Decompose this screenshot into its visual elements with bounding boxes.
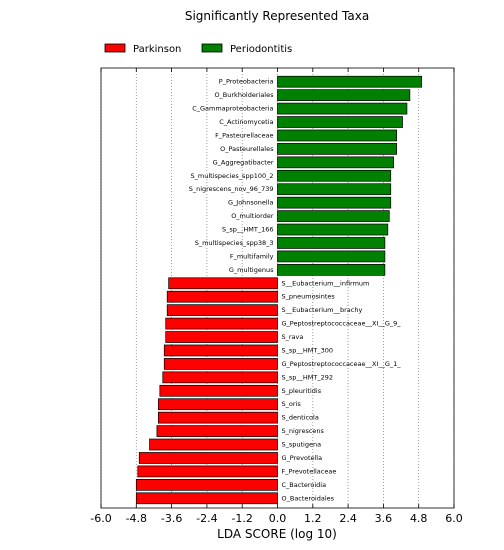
bar xyxy=(166,304,278,317)
bar-label: P_Proteobacteria xyxy=(219,78,274,86)
bar-label: S_rava xyxy=(282,333,304,341)
x-tick-label: 2.4 xyxy=(339,512,357,525)
bar xyxy=(277,102,408,115)
bar xyxy=(168,277,278,290)
bar xyxy=(277,89,411,102)
bar xyxy=(277,250,386,263)
bar-label: S_sputigena xyxy=(282,441,322,449)
bar xyxy=(165,317,278,330)
bar xyxy=(165,331,278,343)
bar-label: F_multifamily xyxy=(230,252,274,260)
bar xyxy=(135,478,278,491)
x-axis-ticks: -6.0 -4.8 -3.6 -2.4 -1.2 0.0 1.2 2.4 3.6 4.8 6.0 xyxy=(90,68,463,525)
bar-label: C_Gammaproteobacteria xyxy=(192,105,273,113)
legend-swatch-parkinson xyxy=(104,43,126,53)
chart-title: Significantly Represented Taxa xyxy=(185,9,369,23)
bar-label: S_denticola xyxy=(282,414,319,422)
bar xyxy=(277,75,422,88)
bar-label: F_Prevotellaceae xyxy=(282,467,337,475)
bar xyxy=(162,371,278,384)
x-tick-label: 6.0 xyxy=(445,512,463,525)
bar-label: G_Aggregatibacter xyxy=(213,158,274,166)
bar xyxy=(138,452,278,464)
bar-label: G_Peptostreptococcaceae__XI__G_9_ xyxy=(282,320,402,328)
legend-label-periodontitis: Periodontitis xyxy=(230,44,292,55)
bar xyxy=(158,398,278,411)
bar-labels: P_Proteobacteria O_Burkholderiales C_Gamma… xyxy=(189,78,402,503)
x-tick-label: -2.4 xyxy=(196,512,217,525)
bar xyxy=(149,438,278,451)
bar-label: S_sp__HMT_166 xyxy=(222,226,274,234)
x-tick-label: 0.0 xyxy=(269,512,287,525)
legend: Parkinson Periodontitis xyxy=(104,43,292,55)
x-tick-label: -1.2 xyxy=(231,512,252,525)
bar-label: S_sp__HMT_292 xyxy=(282,373,334,381)
legend-label-parkinson: Parkinson xyxy=(133,44,181,55)
bar xyxy=(277,129,397,142)
bar xyxy=(163,344,278,357)
x-axis-label: LDA SCORE (log 10) xyxy=(217,527,337,541)
bar xyxy=(163,358,278,370)
bar-label: O_Bacteroidales xyxy=(282,494,335,502)
bar xyxy=(166,290,278,303)
bar-label: S__Eubacterium__brachy xyxy=(282,306,363,314)
x-tick-label: 1.2 xyxy=(304,512,322,525)
bar-label: G_Peptostreptococcaceae__XI__G_1_ xyxy=(282,360,402,368)
bar xyxy=(277,223,389,236)
bar-label: S_pneumosintes xyxy=(282,293,336,301)
bar-label: C_Actinomycetia xyxy=(219,118,273,126)
bar xyxy=(277,237,386,249)
bar-label: F_Pasteurellaceae xyxy=(215,131,273,139)
x-tick-label: -6.0 xyxy=(90,512,111,525)
bar xyxy=(277,116,403,128)
bar xyxy=(277,210,390,222)
bar-label: S_oris xyxy=(282,400,302,408)
legend-swatch-periodontitis xyxy=(201,43,223,53)
x-tick-label: 3.6 xyxy=(375,512,393,525)
bar-label: S_nigrescens_nov_96_739 xyxy=(189,185,274,193)
bar xyxy=(277,263,386,276)
bar xyxy=(156,425,278,437)
bar-label: S_pleuritidis xyxy=(282,387,322,395)
bar-label: O_Burkholderiales xyxy=(214,91,274,99)
bar-label: C_Bacteroidia xyxy=(282,481,327,489)
bar xyxy=(277,156,395,169)
bars xyxy=(135,75,422,505)
bar-label: S_multispecies_spp38_3 xyxy=(195,239,274,247)
bar xyxy=(277,143,397,155)
bar-label: G_Johnsonella xyxy=(228,199,274,207)
bar-label: G_Prevotella xyxy=(282,454,323,462)
bar xyxy=(277,169,392,182)
bar-label: O_Pasteurellales xyxy=(220,145,274,153)
bar-label: S_multispecies_spp100_2 xyxy=(191,172,274,180)
x-tick-label: -3.6 xyxy=(161,512,182,525)
bar xyxy=(277,196,392,209)
bar-label: S_nigrescens xyxy=(282,427,325,435)
bar xyxy=(159,384,278,397)
bar-label: O_multiorder xyxy=(231,212,274,220)
bar-label: S_sp__HMT_300 xyxy=(282,346,334,354)
bar xyxy=(137,465,278,478)
x-tick-label: 4.8 xyxy=(410,512,428,525)
bar-label: G_multigenus xyxy=(229,266,274,274)
bar-label: S__Eubacterium__infirmum xyxy=(282,279,370,287)
bar xyxy=(135,492,278,505)
bar xyxy=(277,183,392,196)
x-tick-label: -4.8 xyxy=(126,512,147,525)
bar xyxy=(158,411,278,424)
